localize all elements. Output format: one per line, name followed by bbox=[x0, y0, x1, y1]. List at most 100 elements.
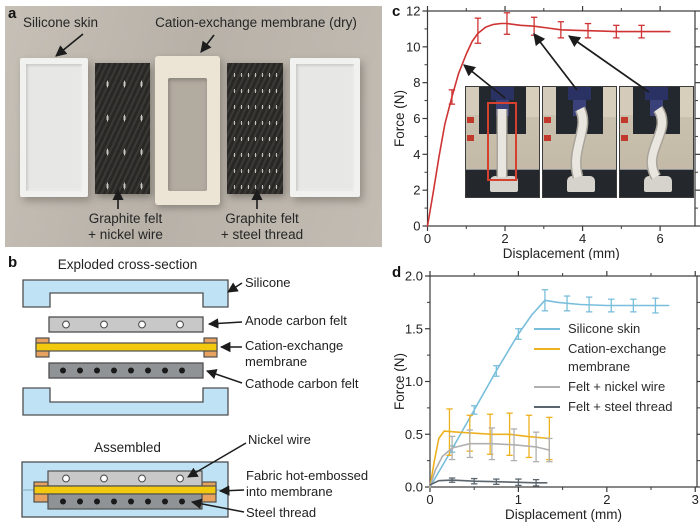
x-tick-label: 3 bbox=[692, 492, 699, 507]
inset-background-patch bbox=[543, 87, 558, 115]
steel-thread-dot bbox=[179, 367, 185, 374]
assembled-membrane bbox=[33, 485, 217, 495]
panel-letter-b: b bbox=[8, 254, 18, 271]
silicone-tray-left bbox=[20, 58, 88, 197]
label-felt-steel: Graphite felt + steel thread bbox=[220, 211, 304, 242]
silicone-top-bracket bbox=[22, 279, 229, 308]
y-tick-label: 0.5 bbox=[405, 427, 423, 442]
x-tick-label: 2 bbox=[501, 231, 508, 246]
panel-letter-d: d bbox=[392, 264, 402, 281]
assembled-cathode-felt bbox=[47, 493, 203, 510]
x-tick-label: 1 bbox=[515, 492, 522, 507]
assembled-steel-dot bbox=[60, 498, 66, 505]
series-Cation-exchange membrane bbox=[429, 430, 551, 488]
assembled-steel-dot bbox=[128, 498, 134, 505]
assembled-steel-dot bbox=[145, 498, 151, 505]
specimen-tube-buckled-more bbox=[646, 105, 668, 180]
panel-b-diagram bbox=[21, 279, 247, 518]
graphite-felt-nickel-wire bbox=[95, 63, 150, 194]
y-axis-title: Force (N) bbox=[393, 353, 407, 410]
steel-thread-dot bbox=[111, 367, 117, 374]
test-photo-inset-1 bbox=[465, 86, 540, 198]
nickel-wire-dot bbox=[176, 320, 184, 329]
arrow-cathode bbox=[206, 369, 243, 384]
arrow-silicone-skin bbox=[55, 33, 84, 57]
test-photo-inset-2 bbox=[542, 86, 617, 198]
chart-d-legend: Silicone skin Cation-exchange membrane F… bbox=[534, 320, 700, 418]
force-displacement-chart-c: 0 2 4 6 0 2 4 6 8 10 12 Displacement (mm) Force (N) bbox=[393, 4, 700, 260]
x-tick-label: 0 bbox=[424, 231, 431, 246]
arrow-nickel-wire bbox=[187, 442, 247, 478]
test-photo-inset-3 bbox=[619, 86, 694, 198]
arrow-anode bbox=[207, 318, 243, 329]
nickel-wire-dot bbox=[138, 320, 146, 329]
legend-item-silicone-skin: Silicone skin bbox=[534, 320, 700, 338]
red-marker bbox=[544, 117, 551, 123]
assembled-nickel-dot bbox=[176, 474, 184, 483]
specimen-tube-straight bbox=[496, 109, 508, 177]
label-cathode-felt: Cathode carbon felt bbox=[245, 376, 359, 391]
assembled-steel-dot bbox=[111, 498, 117, 505]
red-marker bbox=[621, 117, 628, 123]
steel-thread-dot bbox=[145, 367, 151, 374]
x-tick-label: 6 bbox=[656, 231, 663, 246]
series-Felt + steel thread bbox=[429, 479, 548, 486]
label-silicone-skin: Silicone skin bbox=[23, 15, 99, 30]
assembled-nickel-dot bbox=[138, 474, 146, 483]
steel-thread-dot bbox=[77, 367, 83, 374]
label-fabric-embossed: Fabric hot-embossed into membrane bbox=[246, 468, 369, 499]
y-tick-label: 6 bbox=[413, 111, 420, 126]
x-tick-label: 4 bbox=[579, 231, 586, 246]
label-cation-membrane: Cation-exchange membrane bbox=[245, 338, 344, 369]
membrane-frame bbox=[155, 56, 220, 205]
x-axis-title: Displacement (mm) bbox=[505, 507, 622, 522]
steel-stitches-texture bbox=[231, 67, 279, 190]
silicone-tray-right bbox=[290, 58, 360, 197]
x-axis-title: Displacement (mm) bbox=[503, 246, 620, 260]
red-marker bbox=[467, 135, 474, 141]
silicone-tray-left-recess bbox=[26, 64, 82, 191]
title-exploded-cross-section: Exploded cross-section bbox=[57, 257, 198, 272]
label-anode-felt: Anode carbon felt bbox=[245, 313, 347, 328]
assembled-nickel-dot bbox=[62, 474, 70, 483]
arrow-silicone bbox=[227, 282, 243, 293]
specimen-tube-buckled bbox=[570, 106, 589, 179]
y-tick-label: 2 bbox=[413, 183, 420, 198]
arrow-membrane-dry bbox=[200, 34, 215, 53]
y-tick-label: 10 bbox=[406, 39, 420, 54]
x-tick-label: 2 bbox=[603, 492, 610, 507]
y-axis-title: Force (N) bbox=[393, 90, 407, 147]
legend-item-felt-nickel-wire: Felt + nickel wire bbox=[534, 378, 700, 396]
y-tick-label: 0.0 bbox=[405, 480, 423, 495]
clamp-fixture bbox=[645, 87, 668, 100]
legend-item-cation-exchange-membrane: Cation-exchange membrane bbox=[534, 340, 700, 376]
cation-exchange-membrane-bar bbox=[35, 342, 218, 352]
panel-letter-c: c bbox=[392, 3, 401, 20]
y-tick-label: 2.0 bbox=[405, 269, 423, 284]
y-tick-label: 8 bbox=[413, 75, 420, 90]
specimen-base-cup bbox=[644, 176, 672, 192]
legend-swatch-felt-nickel-wire bbox=[534, 386, 560, 388]
arrow-fabric-embossed bbox=[218, 485, 245, 496]
y-tick-label: 1.0 bbox=[405, 374, 423, 389]
legend-swatch-cation-exchange-membrane bbox=[534, 348, 560, 350]
steel-thread-dot bbox=[60, 367, 66, 374]
assembled-steel-dot bbox=[162, 498, 168, 505]
legend-swatch-felt-steel-thread bbox=[534, 406, 560, 408]
steel-thread-dot bbox=[162, 367, 168, 374]
y-tick-label: 12 bbox=[406, 4, 420, 19]
cathode-carbon-felt-bar bbox=[48, 362, 204, 379]
legend-swatch-silicone-skin bbox=[534, 328, 560, 330]
x-tick-label: 0 bbox=[426, 492, 433, 507]
nickel-wires-texture bbox=[99, 67, 146, 190]
label-nickel-wire: Nickel wire bbox=[248, 432, 311, 447]
assembled-steel-dot bbox=[179, 498, 185, 505]
red-marker bbox=[621, 135, 628, 141]
red-marker bbox=[467, 117, 474, 123]
assembled-steel-dot bbox=[94, 498, 100, 505]
force-displacement-chart-d: 0 1 2 3 0.0 0.5 1.0 1.5 2.0 Displacement (mm) Forc… bbox=[393, 269, 700, 522]
specimen-base-cup bbox=[567, 176, 595, 192]
assembled-nickel-dot bbox=[100, 474, 108, 483]
label-steel-thread: Steel thread bbox=[246, 505, 317, 520]
